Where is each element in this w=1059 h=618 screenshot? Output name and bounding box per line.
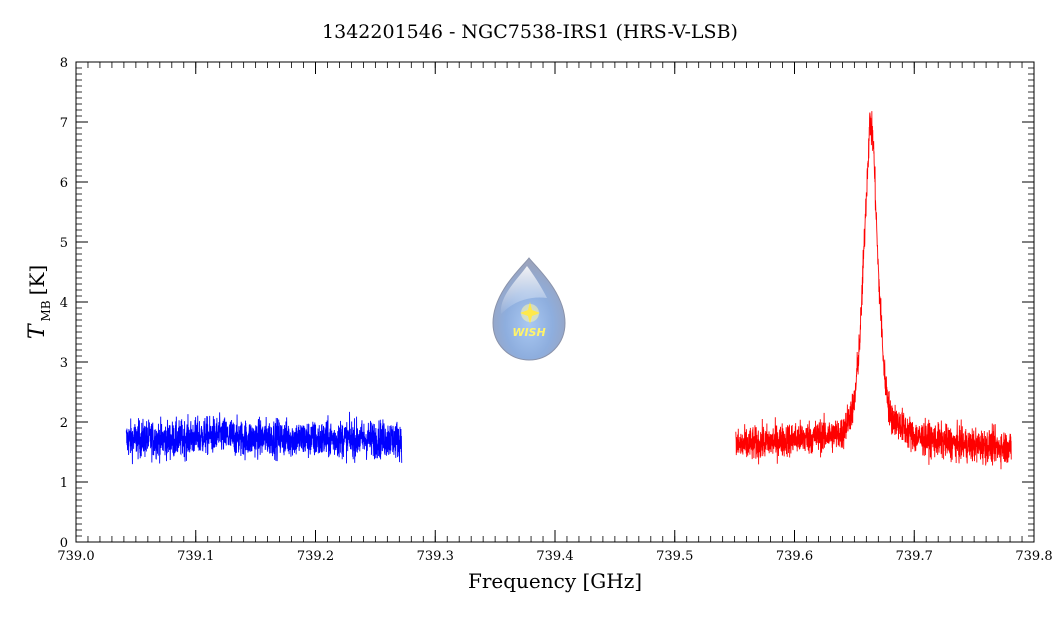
y-tick-label: 0 [60, 536, 68, 551]
logo-text: WISH [512, 326, 545, 339]
y-tick-label: 3 [60, 356, 68, 371]
x-tick-label: 739.7 [896, 549, 933, 564]
x-tick-label: 739.6 [776, 549, 813, 564]
x-tick-label: 739.1 [177, 549, 214, 564]
y-axis-label-unit: [K] [25, 265, 49, 296]
logo-drop-highlight [500, 266, 547, 314]
series-line-2 [735, 111, 1012, 470]
star-icon [520, 302, 540, 324]
series-line-1 [125, 411, 403, 465]
ticks-layer [75, 61, 1035, 543]
x-tick-label: 739.3 [417, 549, 454, 564]
chart-title: 1342201546 - NGC7538-IRS1 (HRS-V-LSB) [322, 21, 738, 43]
y-axis-label-subscript: MB [39, 300, 53, 321]
y-tick-labels: 0 1 2 3 4 5 6 7 8 [60, 56, 68, 551]
y-tick-label: 8 [60, 56, 68, 71]
series-layer [125, 111, 1012, 470]
y-axis-label-group: TMB [K] [25, 265, 53, 339]
wish-logo: WISH [492, 257, 566, 361]
y-tick-label: 1 [60, 476, 68, 491]
x-axis-label: Frequency [GHz] [468, 569, 642, 593]
y-tick-label: 6 [60, 176, 68, 191]
x-tick-label: 739.8 [1015, 549, 1052, 564]
y-tick-label: 4 [60, 296, 68, 311]
y-axis-label: TMB [K] [25, 265, 53, 339]
y-tick-label: 2 [60, 416, 68, 431]
y-tick-label: 5 [60, 236, 68, 251]
x-tick-label: 739.4 [536, 549, 573, 564]
y-axis-label-symbol: T [25, 322, 50, 339]
x-tick-labels: 739.0 739.1 739.2 739.3 739.4 739.5 739.6 739.7… [57, 549, 1052, 564]
x-tick-label: 739.5 [656, 549, 693, 564]
y-tick-label: 7 [60, 116, 68, 131]
x-tick-label: 739.0 [57, 549, 94, 564]
x-tick-label: 739.2 [297, 549, 334, 564]
